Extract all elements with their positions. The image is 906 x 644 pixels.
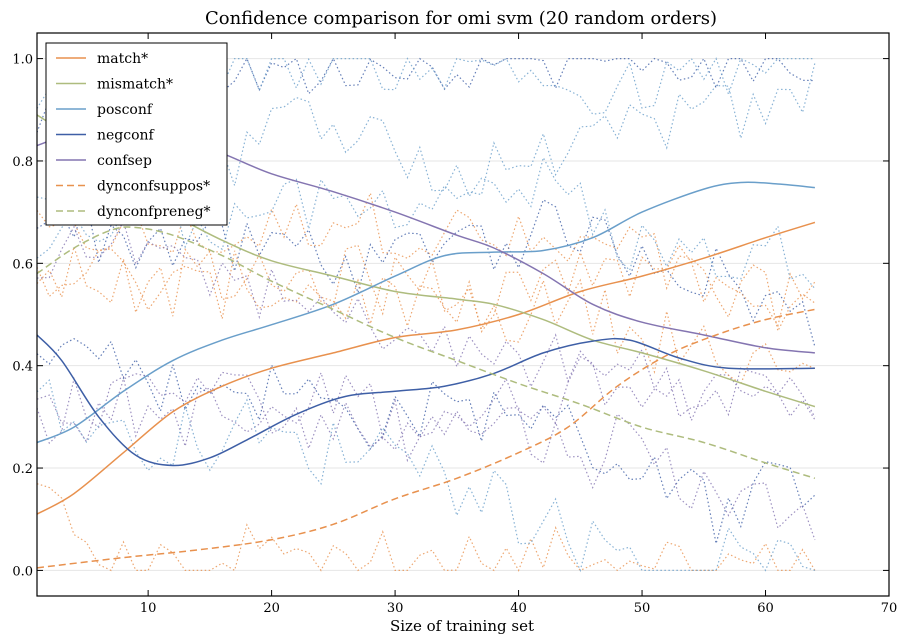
dotted-run-line (36, 219, 816, 423)
y-tick-label: 0.4 (12, 360, 33, 375)
series-line-dynconfpreneg (36, 226, 816, 480)
x-tick-label: 30 (387, 601, 404, 616)
series-line-dynconfsuppos (36, 308, 816, 569)
x-tick-label: 10 (140, 601, 157, 616)
y-tick-label: 1.0 (12, 53, 33, 68)
x-tick-label: 50 (634, 601, 651, 616)
dotted-run-line (36, 57, 815, 116)
legend: match* mismatch* posconf negconf confsep dync… (45, 42, 228, 226)
dotted-run-line (36, 371, 816, 541)
axis-ticks: 10 20 30 40 50 60 70 0.0 0.2 0.4 0.6 0.8 1.0 (12, 33, 897, 616)
y-tick-label: 0.6 (12, 257, 33, 272)
x-axis-label: Size of training set (390, 617, 534, 635)
dotted-run-line (36, 244, 816, 385)
y-tick-label: 0.2 (12, 462, 33, 477)
legend-label: posconf (97, 102, 154, 118)
dotted-run-line (36, 57, 815, 133)
dotted-run-line (36, 244, 816, 333)
chart-title: Confidence comparison for omi svm (20 ra… (205, 8, 717, 29)
legend-label: match* (97, 51, 148, 67)
plot-frame (36, 32, 890, 597)
series-line-negconf (36, 334, 815, 467)
legend-label: confsep (97, 153, 152, 169)
legend-label: dynconfsuppos* (97, 179, 210, 195)
legend-label: mismatch* (97, 77, 173, 93)
x-tick-label: 20 (263, 601, 280, 616)
legend-label: negconf (97, 128, 156, 144)
x-tick-label: 40 (510, 601, 527, 616)
x-tick-label: 60 (757, 601, 774, 616)
dotted-run-line (36, 379, 816, 573)
series-line-match (36, 221, 816, 515)
dotted-run-line (36, 483, 816, 572)
y-tick-label: 0.0 (12, 564, 33, 579)
x-tick-label: 70 (881, 601, 898, 616)
series-line-posconf (36, 181, 815, 444)
dotted-run-line (36, 191, 816, 333)
legend-label: dynconfpreneg* (97, 204, 211, 220)
y-tick-label: 0.8 (12, 155, 33, 170)
